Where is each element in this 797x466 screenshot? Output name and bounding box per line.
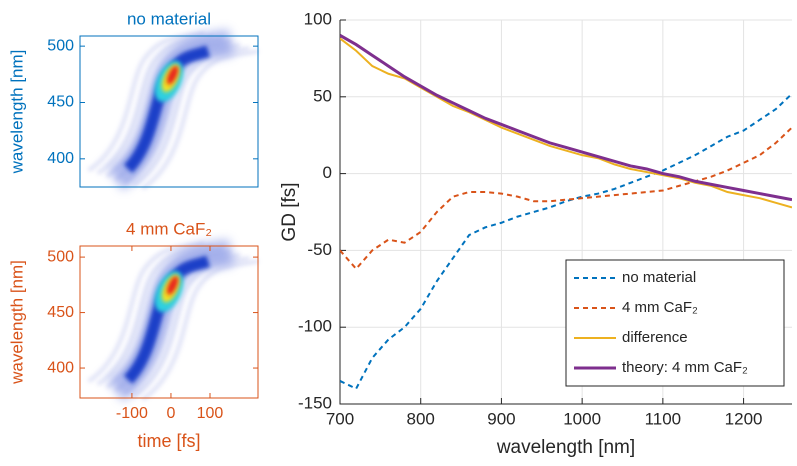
y-tick-label: 400 [47,150,74,167]
x-tick-label: 1000 [563,409,601,428]
x-axis-label: time [fs] [137,431,200,451]
y-tick-label: -100 [298,317,332,336]
axes-box [79,35,259,188]
y-tick-label: 500 [47,37,74,54]
fringe [141,259,259,402]
series-line [340,37,792,209]
x-tick-label: 800 [407,409,435,428]
y-tick-label: -50 [307,240,332,259]
series-line [340,34,792,202]
legend-label: difference [622,329,688,346]
legend-label: 4 mm CaF₂ [622,299,698,316]
spectrogram [87,239,259,402]
panel-title: no material [127,9,211,28]
legend-label: theory: 4 mm CaF₂ [622,359,748,376]
y-tick-label: 500 [47,248,74,265]
lines [340,34,792,390]
legend-label: no material [622,269,696,286]
panel-title: 4 mm CaF₂ [126,219,212,238]
legend: no material 4 mm CaF₂ difference theory: 4 … [565,259,785,387]
y-tick-label: 450 [47,304,74,321]
x-tick-label: 0 [166,405,175,422]
y-tick-label: 50 [313,86,332,105]
y-tick-label: -150 [298,393,332,412]
fringe [87,241,205,384]
fringe [141,49,259,191]
y-tick-label: 100 [304,9,332,28]
x-tick-label: 1200 [725,409,763,428]
peak [166,66,179,85]
y-axis-label: wavelength [nm] [7,260,26,385]
axes-box [79,245,259,399]
x-tick-label: -100 [116,405,148,422]
y-tick-label: 0 [323,163,332,182]
legend-box [565,259,785,387]
x-axis-label: wavelength [nm] [496,437,635,458]
x-tick-label: 900 [487,409,515,428]
y-tick-label: 450 [47,94,74,111]
peak [166,276,179,295]
x-tick-label: 700 [326,409,354,428]
axes-frame [339,20,792,405]
y-axis-label: wavelength [nm] [7,50,26,175]
fringe [87,31,205,173]
spectrogram [87,29,259,191]
y-axis-label: GD [fs] [279,182,300,241]
y-tick-label: 400 [47,359,74,376]
x-tick-label: 1100 [645,409,682,428]
x-tick-label: 100 [197,405,224,422]
